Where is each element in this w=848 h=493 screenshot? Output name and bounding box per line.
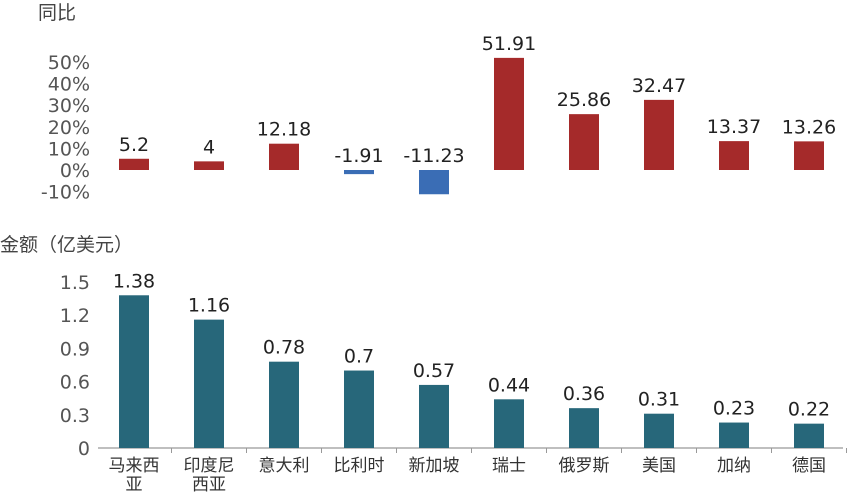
yoy-data-label: 51.91 [482, 33, 536, 55]
amount-tick-label: 0 [78, 438, 90, 460]
yoy-bar [569, 114, 599, 170]
yoy-data-label: 32.47 [632, 75, 686, 97]
category-label: 美国 [642, 456, 676, 476]
category-label: 印度尼 [184, 456, 235, 476]
category-label: 比利时 [334, 456, 385, 476]
amount-tick-label: 0.6 [60, 372, 90, 394]
yoy-data-label: 25.86 [557, 89, 611, 111]
yoy-data-label: 13.26 [782, 116, 836, 138]
yoy-tick-label: 50% [48, 52, 90, 74]
amount-bar [194, 319, 224, 448]
category-label: 马来西 [109, 456, 160, 476]
amount-data-label: 0.36 [563, 383, 605, 405]
yoy-bar [269, 143, 299, 170]
yoy-tick-label: 30% [48, 95, 90, 117]
amount-bar [269, 361, 299, 448]
yoy-tick-label: 10% [48, 138, 90, 160]
amount-data-label: 0.22 [788, 399, 830, 421]
amount-data-label: 0.7 [344, 346, 374, 368]
amount-bar [419, 384, 449, 448]
yoy-bar [194, 161, 224, 170]
yoy-data-label: 4 [203, 136, 215, 158]
yoy-data-label: 5.2 [119, 134, 149, 156]
yoy-tick-label: 40% [48, 74, 90, 96]
category-label: 新加坡 [409, 456, 460, 476]
amount-bar [119, 295, 149, 448]
yoy-bar [419, 170, 449, 195]
amount-data-label: 0.23 [713, 398, 755, 420]
amount-data-label: 0.57 [413, 360, 455, 382]
amount-data-label: 0.78 [263, 337, 305, 359]
amount-data-label: 1.16 [188, 295, 230, 317]
yoy-tick-label: 20% [48, 117, 90, 139]
yoy-panel: 同比 50%40%30%20%10%0%-10% 5.2 4 12.18 -1.91 -1… [38, 2, 836, 204]
amount-bar [719, 422, 749, 448]
yoy-data-label: -1.91 [334, 145, 383, 167]
category-label: 德国 [792, 456, 826, 476]
amount-data-label: 0.44 [488, 374, 530, 396]
amount-data-label: 1.38 [113, 270, 155, 292]
amount-tick-label: 1.5 [60, 272, 90, 294]
amount-data-label: 0.31 [638, 389, 680, 411]
category-label: 亚 [126, 475, 143, 493]
amount-bar [494, 399, 524, 448]
category-label: 瑞士 [492, 456, 526, 476]
category-label: 西亚 [192, 475, 226, 493]
yoy-data-label: 12.18 [257, 119, 311, 141]
amount-tick-label: 1.2 [60, 305, 90, 327]
category-label: 俄罗斯 [559, 456, 610, 476]
yoy-bar [119, 158, 149, 170]
yoy-bar [719, 141, 749, 170]
yoy-tick-label: -10% [41, 182, 90, 204]
yoy-bar [644, 99, 674, 170]
category-label: 意大利 [259, 456, 310, 476]
yoy-data-label: -11.23 [403, 145, 464, 167]
amount-bar [344, 370, 374, 448]
yoy-bar [794, 141, 824, 170]
category-label: 加纳 [717, 456, 751, 476]
amount-tick-label: 0.9 [60, 338, 90, 360]
amount-bar [569, 408, 599, 448]
yoy-bar [344, 170, 374, 175]
yoy-bar [494, 57, 524, 170]
yoy-axis-title: 同比 [38, 2, 76, 24]
amount-bar [644, 413, 674, 448]
amount-tick-label: 0.3 [60, 405, 90, 427]
yoy-tick-label: 0% [60, 160, 90, 182]
yoy-data-label: 13.37 [707, 116, 761, 138]
amount-axis-title: 金额（亿美元） [0, 234, 133, 256]
amount-bar [794, 423, 824, 448]
